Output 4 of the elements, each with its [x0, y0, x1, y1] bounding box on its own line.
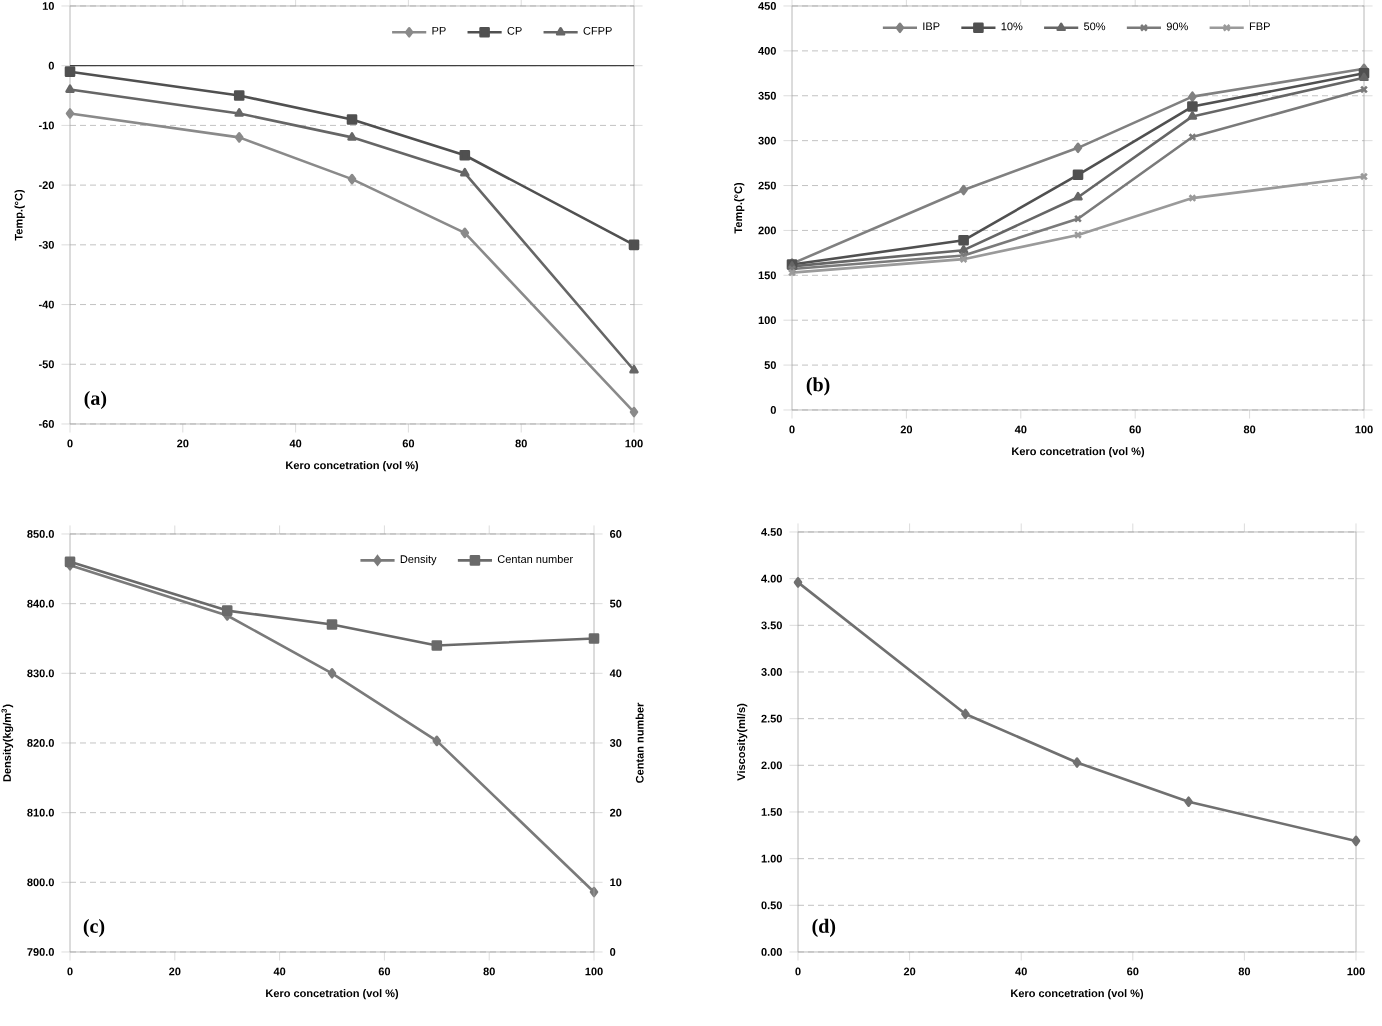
- annotation: (c): [83, 918, 105, 938]
- annotation: (b): [806, 377, 830, 396]
- annotation: (a): [84, 390, 107, 410]
- annotation: (d): [812, 918, 836, 937]
